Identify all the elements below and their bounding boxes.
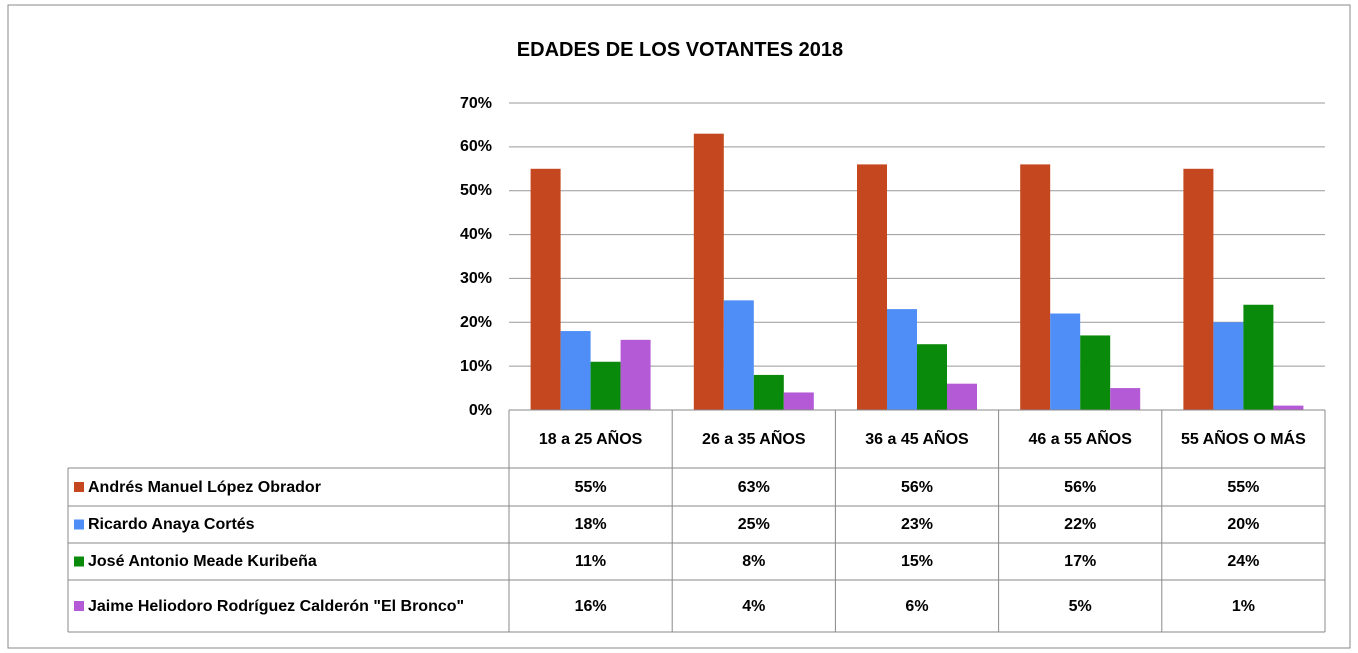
legend-key	[74, 556, 84, 567]
table-value: 1%	[1231, 597, 1255, 615]
bar	[1050, 313, 1081, 410]
bar	[783, 392, 814, 410]
table-value: 56%	[1064, 478, 1097, 496]
table-value: 20%	[1227, 516, 1260, 533]
bar	[590, 361, 621, 410]
bar	[1213, 322, 1244, 410]
bar	[857, 164, 887, 410]
x-tick-label: 55 AÑOS O MÁS	[1181, 430, 1306, 448]
table-value: 15%	[900, 553, 933, 570]
bar	[560, 331, 591, 410]
legend-label: Ricardo Anaya Cortés	[88, 516, 255, 533]
bar	[620, 339, 651, 410]
bar	[530, 168, 561, 410]
table-value: 6%	[905, 597, 929, 615]
table-value: 22%	[1064, 516, 1097, 533]
table-value: 8%	[742, 553, 766, 570]
bar	[723, 300, 754, 410]
x-tick-label: 36 a 45 AÑOS	[865, 430, 969, 448]
chart-title: EDADES DE LOS VOTANTES 2018	[516, 38, 844, 61]
bar	[1183, 168, 1214, 410]
bar	[753, 374, 784, 410]
bar	[1273, 405, 1304, 410]
bar	[1020, 164, 1051, 410]
y-tick-label: 70%	[459, 94, 492, 112]
table-value: 11%	[575, 553, 607, 570]
bar	[947, 383, 977, 410]
table-value: 4%	[742, 597, 766, 615]
legend-key	[74, 601, 84, 611]
table-value: 17%	[1064, 553, 1097, 570]
bar	[693, 133, 724, 410]
legend-key	[74, 519, 84, 530]
table-value: 16%	[574, 597, 607, 615]
table-value: 25%	[737, 516, 770, 533]
table-value: 55%	[1227, 478, 1260, 496]
y-tick-label: 10%	[459, 357, 492, 375]
legend-label: Jaime Heliodoro Rodríguez Calderón "El B…	[88, 597, 465, 615]
chart-border	[7, 4, 1351, 649]
bar	[917, 344, 947, 410]
bar	[1080, 335, 1111, 410]
table-value: 56%	[900, 478, 933, 496]
legend-label: Andrés Manuel López Obrador	[88, 478, 321, 496]
table-value: 5%	[1068, 597, 1092, 615]
y-tick-label: 40%	[459, 226, 492, 244]
y-tick-label: 30%	[459, 269, 492, 287]
x-tick-label: 26 a 35 AÑOS	[702, 430, 806, 448]
y-tick-label: 20%	[459, 313, 492, 331]
y-tick-label: 50%	[459, 182, 492, 200]
table-value: 55%	[574, 478, 607, 496]
x-tick-label: 18 a 25 AÑOS	[538, 430, 643, 448]
table-value: 63%	[737, 478, 770, 496]
y-tick-label: 0%	[468, 401, 492, 419]
table-value: 18%	[574, 516, 607, 533]
x-tick-label: 46 a 55 AÑOS	[1028, 430, 1132, 448]
legend-key	[74, 482, 84, 492]
table-value: 23%	[900, 516, 933, 533]
bar	[1110, 388, 1141, 410]
bar	[887, 309, 917, 410]
table-value: 24%	[1227, 553, 1260, 570]
legend-label: José Antonio Meade Kuribeña	[88, 553, 317, 570]
bar	[1243, 304, 1274, 410]
y-tick-label: 60%	[459, 138, 492, 156]
